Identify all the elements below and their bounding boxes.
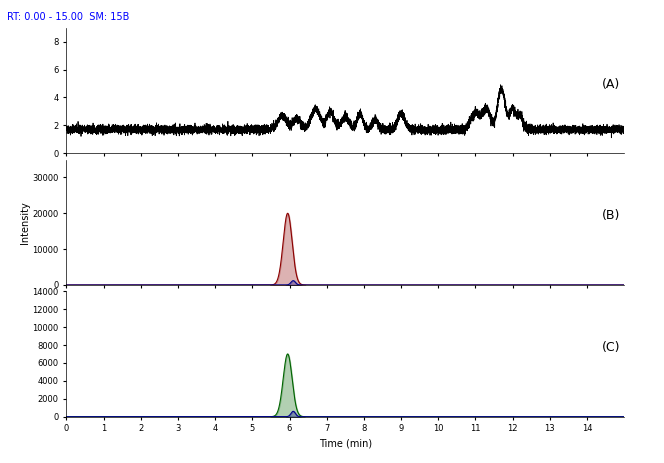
Y-axis label: Intensity: Intensity: [20, 201, 30, 244]
Text: RT: 0.00 - 15.00  SM: 15B: RT: 0.00 - 15.00 SM: 15B: [7, 12, 129, 22]
Text: (B): (B): [602, 209, 620, 222]
Text: (A): (A): [602, 78, 620, 91]
Text: (C): (C): [602, 341, 620, 354]
X-axis label: Time (min): Time (min): [319, 439, 372, 449]
